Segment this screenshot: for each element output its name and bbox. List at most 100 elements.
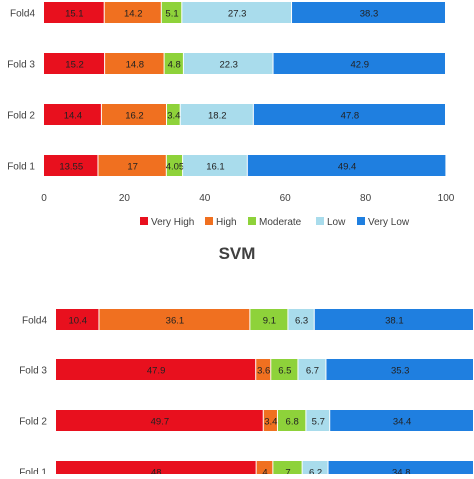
data-label: 17 — [127, 162, 138, 173]
legend-swatch — [140, 217, 148, 225]
legend-label: Low — [327, 217, 346, 228]
data-label: 38.3 — [360, 9, 379, 20]
data-label: 13.55 — [59, 162, 83, 173]
bar-segment — [167, 104, 180, 125]
data-label: 6.7 — [306, 366, 319, 377]
category-label: Fold 3 — [7, 60, 35, 71]
data-label: 4.05 — [166, 162, 185, 173]
legend-swatch — [248, 217, 256, 225]
bar-segment — [292, 2, 445, 23]
data-label: 34.4 — [393, 417, 412, 428]
category-label: Fold 2 — [19, 417, 47, 428]
data-label: 5.7 — [312, 417, 325, 428]
bar-segment — [44, 53, 105, 74]
bar-segment — [263, 410, 277, 431]
data-label: 35.3 — [391, 366, 410, 377]
bar-segment — [56, 410, 263, 431]
data-label: 4.8 — [168, 60, 181, 71]
bar-segment — [326, 359, 473, 380]
data-label: 38.1 — [385, 316, 404, 327]
data-label: 14.4 — [64, 111, 83, 122]
x-tick-label: 0 — [41, 193, 47, 204]
bar-segment — [247, 155, 446, 176]
bar-segment — [166, 155, 183, 176]
category-label: Fold 3 — [19, 366, 47, 377]
x-tick-label: 20 — [119, 193, 131, 204]
data-label: 15.1 — [65, 9, 84, 20]
data-label: 22.3 — [219, 60, 238, 71]
category-label: Fold 2 — [7, 111, 35, 122]
bar-segment — [183, 53, 273, 74]
data-label: 49.7 — [151, 417, 170, 428]
bar-segment — [183, 155, 247, 176]
bar-segment — [99, 309, 250, 330]
data-label: 47.8 — [341, 111, 360, 122]
bar-segment — [44, 104, 101, 125]
legend-swatch — [357, 217, 365, 225]
bar-segment — [253, 104, 445, 125]
category-label: Fold4 — [22, 316, 47, 327]
data-label: 7 — [285, 468, 290, 475]
data-label: 14.8 — [126, 60, 145, 71]
data-label: 36.1 — [166, 316, 185, 327]
x-tick-label: 100 — [438, 193, 455, 204]
bar-segment — [314, 309, 473, 330]
bar-segment — [56, 359, 256, 380]
bar-segment — [44, 155, 98, 176]
data-label: 3.4 — [264, 417, 277, 428]
data-label: 27.3 — [228, 9, 247, 20]
bar-segment — [105, 53, 164, 74]
bar-segment — [98, 155, 166, 176]
data-label: 6.8 — [286, 417, 299, 428]
bar-segment — [250, 309, 288, 330]
data-label: 42.9 — [351, 60, 370, 71]
bar-segment — [164, 53, 183, 74]
data-label: 6.5 — [278, 366, 291, 377]
data-label: 47.9 — [147, 366, 166, 377]
legend-label: Very High — [151, 217, 194, 228]
data-label: 14.2 — [124, 9, 143, 20]
category-label: Fold 1 — [7, 162, 35, 173]
bar-segment — [277, 410, 306, 431]
bar-segment — [101, 104, 167, 125]
bar-segment — [44, 2, 104, 23]
bar-segment — [271, 359, 298, 380]
x-tick-label: 60 — [280, 193, 292, 204]
data-label: 16.2 — [125, 111, 144, 122]
data-label: 3.4 — [167, 111, 180, 122]
bar-segment — [298, 359, 326, 380]
bar-segment — [256, 359, 271, 380]
bar-segment — [273, 53, 445, 74]
data-label: 3.6 — [257, 366, 270, 377]
legend-label: Moderate — [259, 217, 302, 228]
data-label: 49.4 — [338, 162, 357, 173]
legend-label: High — [216, 217, 237, 228]
bar-segment — [330, 410, 473, 431]
data-label: 5.1 — [165, 9, 178, 20]
data-label: 18.2 — [208, 111, 227, 122]
data-label: 4 — [262, 468, 267, 475]
data-label: 9.1 — [263, 316, 276, 327]
svm-chart-title: SVM — [218, 244, 256, 263]
category-label: Fold4 — [10, 9, 35, 20]
x-tick-label: 80 — [360, 193, 372, 204]
legend-swatch — [316, 217, 324, 225]
legend-label: Very Low — [368, 217, 410, 228]
bar-segment — [104, 2, 161, 23]
data-label: 34.8 — [392, 468, 411, 475]
bar-segment — [306, 410, 330, 431]
data-label: 48 — [151, 468, 162, 475]
data-label: 6.2 — [309, 468, 322, 475]
x-tick-label: 40 — [199, 193, 211, 204]
bar-segment — [56, 309, 99, 330]
data-label: 15.2 — [65, 60, 84, 71]
data-label: 16.1 — [206, 162, 225, 173]
bar-segment — [288, 309, 314, 330]
bar-segment — [180, 104, 253, 125]
bar-segment — [161, 2, 182, 23]
data-label: 10.4 — [68, 316, 87, 327]
legend-swatch — [205, 217, 213, 225]
data-label: 6.3 — [295, 316, 308, 327]
